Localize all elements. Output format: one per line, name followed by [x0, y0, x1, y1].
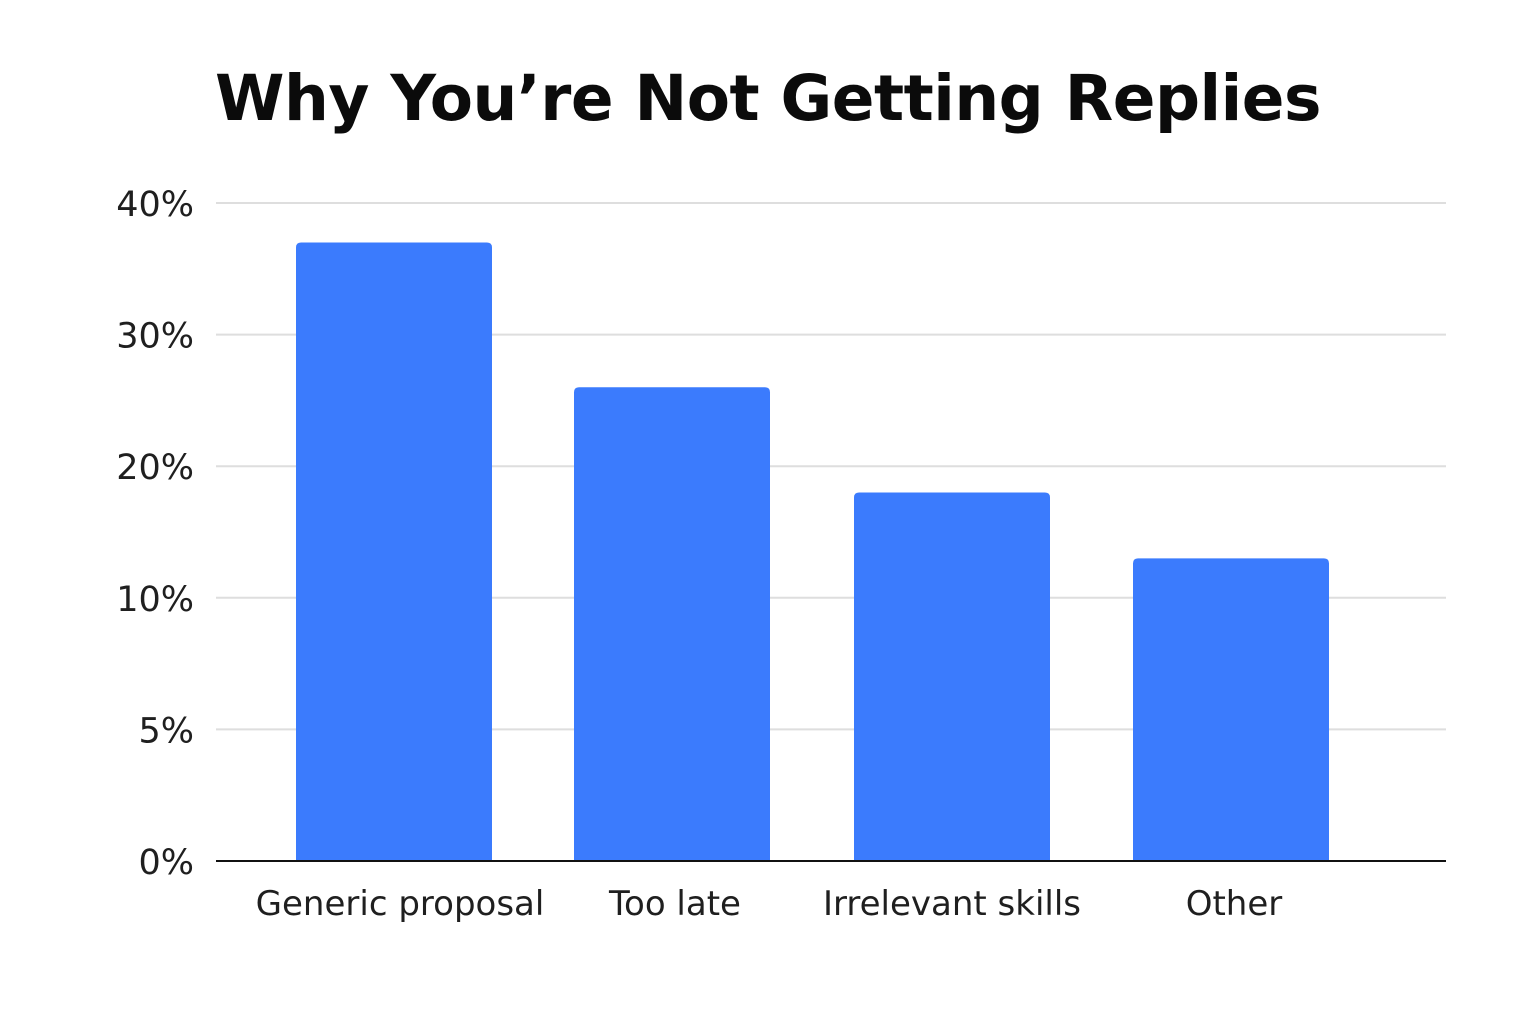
bar: [296, 242, 492, 862]
y-tick-label: 5%: [138, 711, 194, 751]
x-category-label: Too late: [608, 884, 741, 924]
x-category-label: Generic proposal: [256, 884, 545, 924]
chart-title: Why You’re Not Getting Replies: [215, 62, 1321, 135]
y-tick-label: 30%: [116, 317, 194, 357]
y-tick-label: 10%: [116, 580, 194, 620]
y-tick-label: 40%: [116, 185, 194, 225]
bar: [854, 492, 1050, 861]
y-axis-ticks: 0% 5% 10% 20% 30% 40%: [116, 185, 194, 883]
y-tick-label: 20%: [116, 448, 194, 488]
x-axis-categories: Generic proposal Too late Irrelevant skill…: [256, 884, 1283, 924]
y-tick-label: 0%: [138, 843, 194, 883]
x-category-label: Irrelevant skills: [823, 884, 1081, 924]
bar: [574, 387, 770, 861]
bar: [1133, 558, 1329, 861]
x-category-label: Other: [1186, 884, 1283, 924]
bars: [296, 242, 1329, 862]
